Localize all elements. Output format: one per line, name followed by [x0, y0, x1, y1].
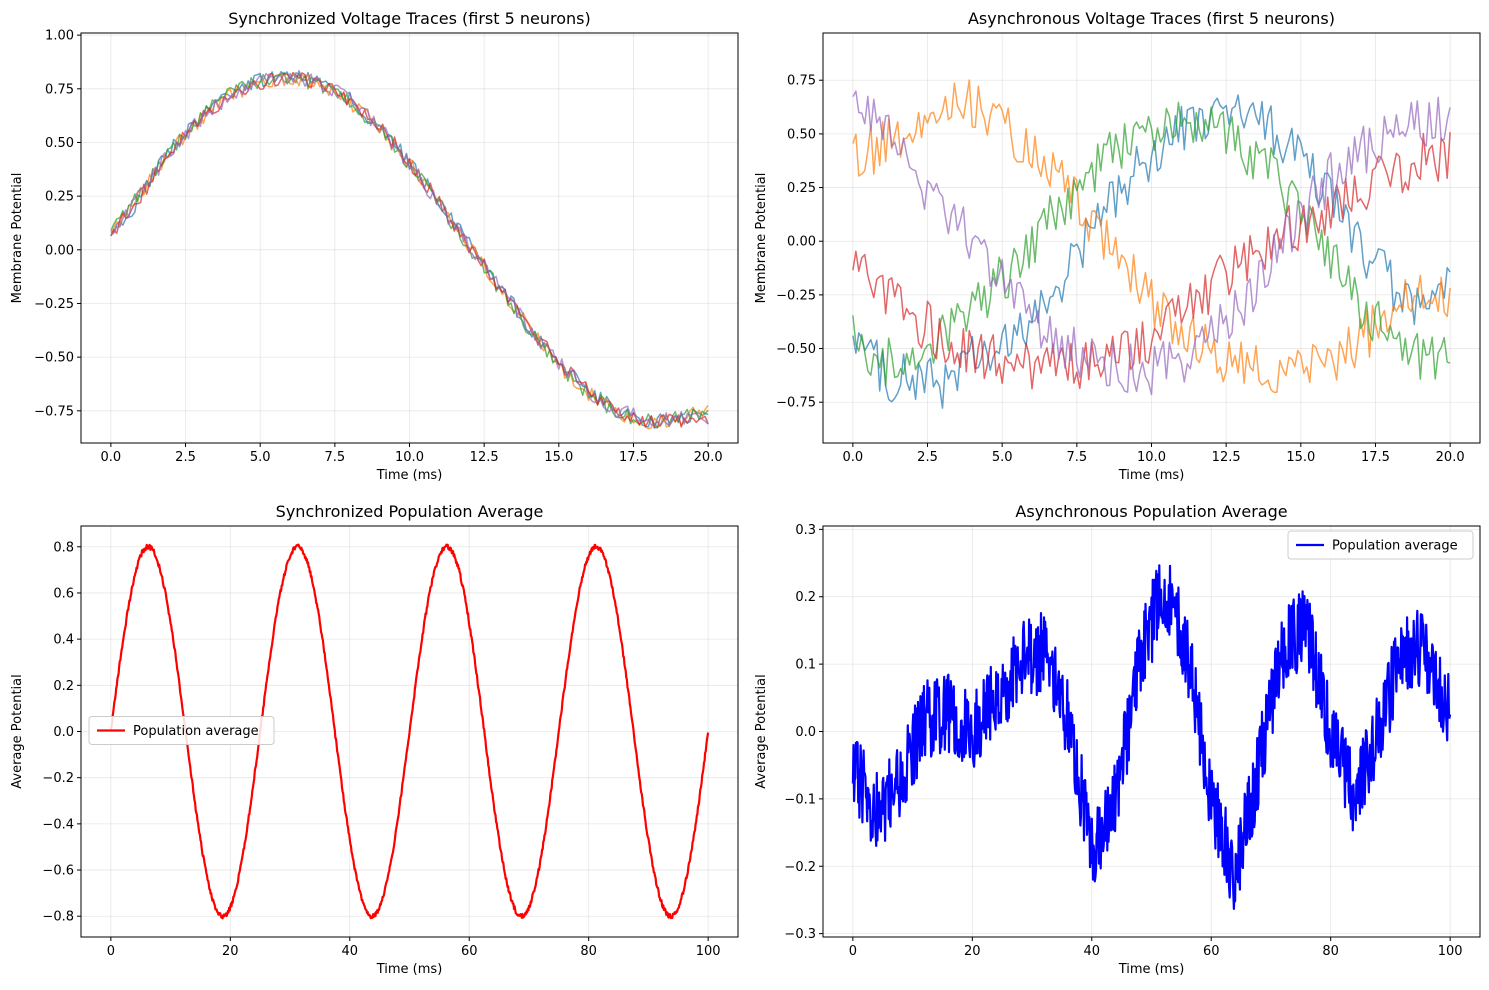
y-tick-label: 0.75 — [787, 74, 816, 89]
sync-average-title: Synchronized Population Average — [276, 502, 544, 521]
y-tick-label: −0.25 — [776, 288, 816, 303]
x-tick-label: 80 — [1322, 944, 1339, 959]
y-tick-label: −0.3 — [784, 927, 816, 942]
x-tick-label: 20 — [222, 944, 239, 959]
x-tick-label: 20 — [964, 944, 981, 959]
sync-traces-xlabel: Time (ms) — [376, 468, 443, 483]
x-tick-label: 2.5 — [917, 450, 938, 465]
async-traces-series-4-line — [852, 90, 1451, 396]
async-traces-series-2-line — [852, 101, 1451, 387]
legend-frame — [1287, 530, 1474, 560]
x-tick-label: 10.0 — [1137, 450, 1166, 465]
legend-frame — [88, 716, 275, 745]
x-tick-label: 17.5 — [1361, 450, 1390, 465]
y-tick-label: 0.3 — [795, 523, 816, 538]
y-tick-label: 0.2 — [795, 590, 816, 605]
async-traces-series-1-line — [852, 79, 1451, 393]
sync-traces-series-4-line — [110, 71, 709, 427]
x-tick-label: 20.0 — [694, 450, 723, 465]
async-average-ylabel: Average Potential — [754, 674, 769, 788]
sync-average-series-0-line — [109, 543, 710, 920]
y-tick-label: 0.00 — [45, 243, 74, 258]
sync-average-legend: Population average — [88, 716, 275, 745]
x-tick-label: 5.0 — [992, 450, 1013, 465]
x-tick-label: 0.0 — [101, 450, 122, 465]
x-tick-label: 0 — [849, 944, 857, 959]
x-tick-label: 60 — [461, 944, 478, 959]
async-traces-xlabel: Time (ms) — [1118, 468, 1185, 483]
y-tick-label: −0.2 — [784, 860, 816, 875]
y-tick-label: 0.6 — [53, 586, 74, 601]
y-tick-label: −0.75 — [34, 404, 74, 419]
y-tick-label: 0.75 — [45, 82, 74, 97]
legend-label: Population average — [133, 724, 259, 739]
y-tick-label: 0.1 — [795, 658, 816, 673]
x-tick-label: 60 — [1203, 944, 1220, 959]
x-tick-label: 80 — [580, 944, 597, 959]
sync-traces-series-group — [110, 70, 709, 430]
x-tick-label: 0 — [107, 944, 115, 959]
y-tick-label: −0.8 — [42, 910, 74, 925]
sync-traces-panel: 0.0 2.5 5.0 7.5 10.0 12.5 15.0 17.5 20.0 −0.75 −0.… — [10, 9, 739, 483]
sync-average-panel: 0 20 40 60 80 100 −0.8 −0.6 −0.4 −0.2 0.0 0.2 0.4 0.6… — [10, 502, 739, 977]
y-tick-label: −0.50 — [776, 342, 816, 357]
x-tick-label: 0.0 — [843, 450, 864, 465]
y-tick-label: 1.00 — [45, 29, 74, 44]
x-tick-label: 12.5 — [470, 450, 499, 465]
x-tick-label: 5.0 — [250, 450, 271, 465]
x-tick-label: 17.5 — [619, 450, 648, 465]
async-traces-series-0-line — [852, 94, 1451, 409]
async-traces-series-3-line — [852, 132, 1451, 390]
x-tick-label: 15.0 — [544, 450, 573, 465]
x-tick-label: 2.5 — [175, 450, 196, 465]
x-tick-label: 10.0 — [395, 450, 424, 465]
y-tick-label: 0.4 — [53, 633, 74, 648]
legend-label: Population average — [1332, 539, 1458, 554]
y-tick-label: −0.25 — [34, 297, 74, 312]
async-average-title: Asynchronous Population Average — [1015, 502, 1287, 521]
y-tick-label: −0.2 — [42, 771, 74, 786]
y-tick-label: −0.75 — [776, 396, 816, 411]
async-traces-series-group — [852, 79, 1451, 409]
async-traces-grid — [823, 33, 1480, 443]
sync-traces-series-3-line — [110, 71, 709, 429]
sync-traces-ylabel: Membrane Potential — [10, 173, 25, 304]
async-average-xlabel: Time (ms) — [1118, 962, 1185, 977]
y-tick-label: 0.8 — [53, 540, 74, 555]
y-tick-label: 0.50 — [787, 127, 816, 142]
x-tick-label: 20.0 — [1436, 450, 1465, 465]
async-traces-title: Asynchronous Voltage Traces (first 5 neu… — [968, 9, 1335, 28]
async-average-series-group — [851, 564, 1452, 910]
x-tick-label: 12.5 — [1212, 450, 1241, 465]
y-tick-label: 0.2 — [53, 679, 74, 694]
y-tick-label: 0.25 — [45, 190, 74, 205]
y-tick-label: 0.0 — [53, 725, 74, 740]
async-average-legend: Population average — [1287, 530, 1474, 560]
x-tick-label: 40 — [1083, 944, 1100, 959]
async-traces-ylabel: Membrane Potential — [754, 173, 769, 304]
async-average-panel: 0 20 40 60 80 100 −0.3 −0.2 −0.1 0.0 0.1 0.2 0.3 Asyn… — [754, 502, 1481, 977]
x-tick-label: 7.5 — [1066, 450, 1087, 465]
y-tick-label: 0.50 — [45, 136, 74, 151]
y-tick-label: 0.25 — [787, 181, 816, 196]
x-tick-label: 15.0 — [1286, 450, 1315, 465]
y-tick-label: −0.6 — [42, 864, 74, 879]
sync-average-ylabel: Average Potential — [10, 674, 25, 788]
x-tick-label: 7.5 — [324, 450, 345, 465]
y-tick-label: −0.1 — [784, 792, 816, 807]
y-tick-label: −0.4 — [42, 817, 74, 832]
sync-average-xlabel: Time (ms) — [376, 962, 443, 977]
y-tick-label: 0.0 — [795, 725, 816, 740]
async-traces-panel: 0.0 2.5 5.0 7.5 10.0 12.5 15.0 17.5 20.0 −0.75 −0.… — [754, 9, 1481, 483]
x-tick-label: 40 — [341, 944, 358, 959]
async-average-series-0-line — [851, 564, 1452, 910]
x-tick-label: 100 — [1438, 944, 1463, 959]
sync-average-series-group — [109, 543, 710, 920]
sync-traces-grid — [81, 33, 738, 443]
y-tick-label: 0.00 — [787, 235, 816, 250]
sync-traces-title: Synchronized Voltage Traces (first 5 neu… — [228, 9, 590, 28]
y-tick-label: −0.50 — [34, 351, 74, 366]
x-tick-label: 100 — [696, 944, 721, 959]
